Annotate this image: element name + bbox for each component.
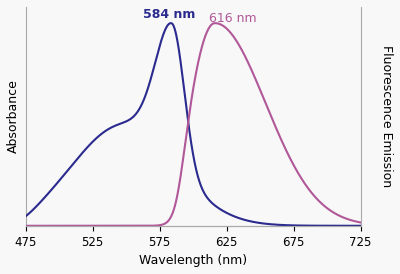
Text: 584 nm: 584 nm <box>143 8 195 21</box>
Y-axis label: Fluorescence Emission: Fluorescence Emission <box>380 45 393 187</box>
Y-axis label: Absorbance: Absorbance <box>7 79 20 153</box>
X-axis label: Wavelength (nm): Wavelength (nm) <box>139 254 247 267</box>
Text: 616 nm: 616 nm <box>210 12 257 25</box>
